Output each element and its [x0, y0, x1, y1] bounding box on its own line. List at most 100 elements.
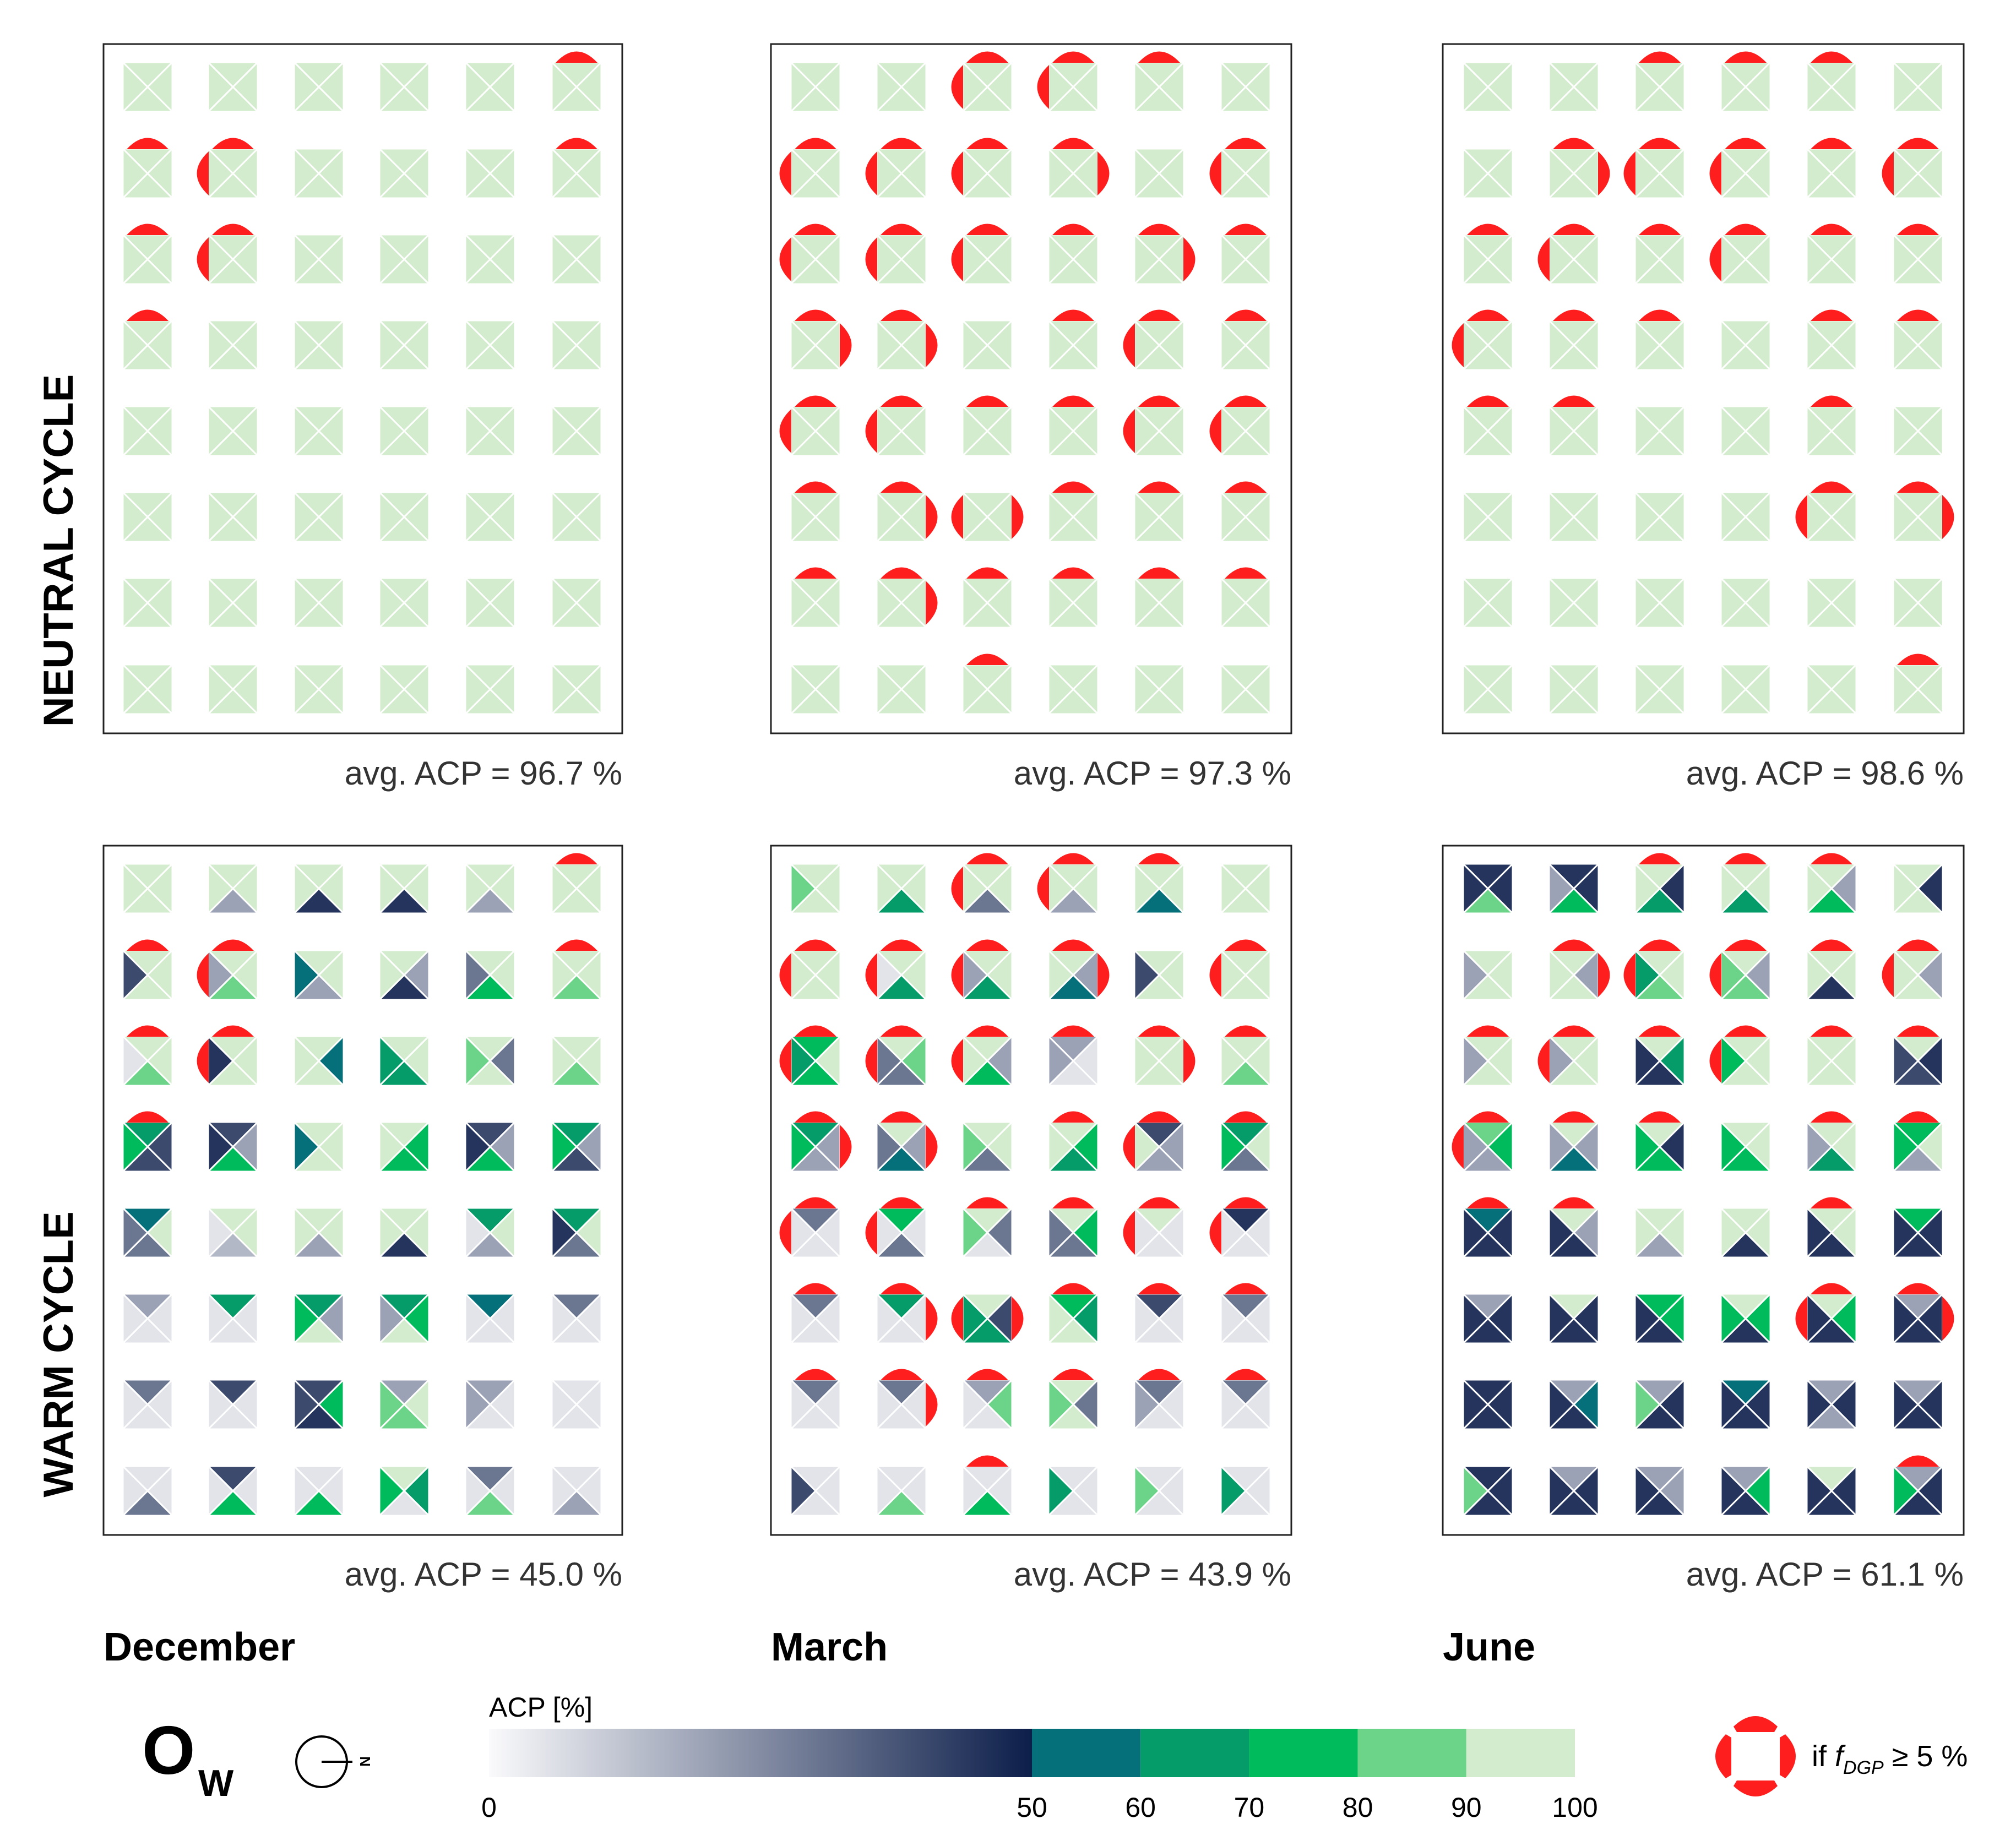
warm-june-cell-r4-c3-tri-left — [1634, 1121, 1661, 1173]
warm-march-cell-r3-c1 — [779, 1025, 841, 1087]
warm-march-cell-r5-c3-tri-left — [961, 1207, 988, 1259]
neutral-march-cell-r6-c2-glare-right — [926, 495, 938, 539]
warm-march-cell-r1-c3-glare-left — [951, 867, 963, 911]
neutral-march-cell-r7-c4-glare-top — [1052, 567, 1094, 579]
warm-june-cell-r6-c5 — [1795, 1283, 1857, 1344]
neutral-june-cell-r4-c5 — [1806, 309, 1857, 371]
neutral-march-cell-r3-c1-glare-top — [795, 224, 836, 235]
warm-june-cell-r8-c6 — [1892, 1455, 1944, 1517]
neutral-june-cell-r5-c2 — [1548, 395, 1600, 457]
neutral-march-cell-r8-c3-glare-top — [966, 654, 1008, 665]
neutral-december-cell-r1-c6-tri-left — [551, 61, 578, 113]
neutral-june-cell-r6-c2 — [1548, 491, 1600, 543]
neutral-june-cell-r3-c5 — [1806, 224, 1857, 285]
warm-december-cell-r6-c5 — [464, 1293, 516, 1344]
warm-june-cell-r5-c3-tri-left — [1634, 1207, 1661, 1259]
neutral-june-cell-r2-c3 — [1623, 138, 1686, 199]
neutral-march-cell-r1-c5-tri-left — [1133, 61, 1160, 113]
neutral-june-cell-r3-c4-glare-left — [1709, 237, 1721, 281]
warm-june-cell-r1-c2 — [1548, 863, 1600, 914]
warm-march-cell-r1-c4 — [1037, 853, 1099, 914]
warm-june-cell-r8-c1-tri-left — [1462, 1465, 1489, 1517]
neutral-june-cell-r5-c5 — [1806, 395, 1857, 457]
warm-december-cell-r8-c2-tri-left — [207, 1465, 234, 1517]
neutral-june-cell-r3-c5-tri-left — [1806, 233, 1833, 285]
orientation-symbol: O — [142, 1713, 195, 1789]
warm-march-cell-r8-c6 — [1220, 1465, 1271, 1517]
warm-december-cell-r1-c2-tri-left — [207, 863, 234, 914]
warm-march-cell-r4-c5-glare-top — [1138, 1111, 1180, 1123]
neutral-june-cell-r2-c2-glare-right — [1598, 151, 1610, 195]
colorbar-band-90-100 — [1466, 1729, 1575, 1777]
colorbar-tick-0: 0 — [481, 1792, 497, 1823]
warm-march-cell-r1-c2-tri-left — [876, 863, 903, 914]
neutral-march-cell-r5-c1 — [779, 395, 841, 457]
warm-december-cell-r7-c6-tri-left — [551, 1379, 578, 1430]
neutral-march-cell-r5-c4-tri-left — [1047, 405, 1074, 457]
warm-december-cell-r4-c5-tri-left — [464, 1121, 491, 1173]
warm-june-cell-r8-c1 — [1462, 1465, 1514, 1517]
neutral-june-cell-r4-c2-tri-left — [1548, 319, 1575, 371]
warm-december-cell-r3-c1-glare-top — [127, 1025, 169, 1037]
neutral-march-cell-r5-c6 — [1209, 395, 1271, 457]
neutral-december-cell-r6-c3-tri-left — [293, 491, 320, 543]
neutral-june-cell-r3-c2 — [1537, 224, 1600, 285]
warm-march-cell-r6-c5 — [1133, 1283, 1185, 1344]
neutral-march-cell-r7-c3-tri-left — [961, 577, 988, 629]
warm-march-cell-r5-c1 — [779, 1197, 841, 1259]
neutral-december-cell-r3-c4 — [378, 233, 430, 285]
neutral-december-cell-r4-c4-tri-left — [378, 319, 405, 371]
row-label-warm: WARM CYCLE — [35, 1211, 82, 1497]
neutral-march-cell-r3-c6-tri-left — [1220, 233, 1247, 285]
neutral-december-cell-r4-c6 — [551, 319, 602, 371]
neutral-march-cell-r6-c1-glare-top — [795, 481, 836, 493]
warm-june-cell-r4-c3-glare-top — [1639, 1111, 1681, 1123]
neutral-december-cell-r2-c1 — [122, 138, 173, 199]
neutral-june-cell-r5-c4 — [1720, 405, 1772, 457]
warm-june-cell-r2-c2-glare-right — [1598, 953, 1610, 997]
neutral-june-cell-r1-c6-tri-left — [1892, 61, 1919, 113]
neutral-march-cell-r1-c3 — [951, 51, 1013, 113]
neutral-march-cell-r2-c4-tri-left — [1047, 148, 1074, 199]
compass-north-label: N — [357, 1756, 373, 1767]
neutral-december-cell-r2-c2 — [197, 138, 259, 199]
neutral-december-cell-r3-c1-tri-left — [122, 233, 149, 285]
neutral-march-cell-r5-c5 — [1123, 395, 1185, 457]
warm-june-cell-r4-c6-tri-left — [1892, 1121, 1919, 1173]
neutral-march-cell-r1-c2 — [876, 61, 927, 113]
neutral-march-cell-r4-c3-tri-left — [961, 319, 988, 371]
colorbar-band-60-70 — [1140, 1729, 1249, 1777]
warm-december-cell-r4-c5 — [464, 1121, 516, 1173]
warm-june-cell-r5-c1 — [1462, 1197, 1514, 1259]
warm-march-frame — [770, 845, 1292, 1536]
warm-march-cell-r5-c2-glare-left — [865, 1211, 877, 1255]
neutral-june-cell-r3-c4 — [1709, 224, 1772, 285]
warm-june-cell-r3-c1 — [1462, 1025, 1514, 1087]
neutral-december-cell-r3-c3 — [293, 233, 345, 285]
warm-june-cell-r1-c1 — [1462, 863, 1514, 914]
neutral-december-cell-r8-c2 — [207, 663, 259, 715]
warm-december-cell-r3-c1 — [122, 1025, 173, 1087]
neutral-march-cell-r1-c2-tri-left — [876, 61, 903, 113]
neutral-december-cell-r7-c5-tri-left — [464, 577, 491, 629]
warm-june-cell-r7-c3 — [1634, 1379, 1686, 1430]
warm-december-cell-r1-c4-tri-left — [378, 863, 405, 914]
warm-june-cell-r5-c3 — [1634, 1207, 1686, 1259]
neutral-march-cell-r2-c3 — [951, 138, 1013, 199]
warm-march-cell-r8-c3 — [961, 1455, 1013, 1517]
warm-june-cell-r4-c6 — [1892, 1111, 1944, 1173]
warm-june-cell-r1-c3-tri-left — [1634, 863, 1661, 914]
warm-march-cell-r1-c3-glare-top — [966, 853, 1008, 864]
neutral-june-cell-r2-c2 — [1548, 138, 1610, 199]
warm-june-cell-r5-c5-glare-top — [1811, 1197, 1852, 1208]
neutral-march-cell-r7-c1 — [790, 567, 841, 629]
warm-december-cell-r6-c1-tri-left — [122, 1293, 149, 1344]
neutral-june-cell-r3-c1 — [1462, 224, 1514, 285]
neutral-june-cell-r4-c1-glare-top — [1467, 309, 1509, 321]
warm-june-cell-r7-c4-tri-left — [1720, 1379, 1747, 1430]
warm-december-cell-r2-c5 — [464, 949, 516, 1001]
warm-june-cell-r5-c6-tri-left — [1892, 1207, 1919, 1259]
glare-legend-symbol: f — [1835, 1740, 1846, 1773]
warm-december-cell-r8-c4-tri-left — [378, 1465, 405, 1517]
neutral-june-cell-r1-c4-glare-top — [1725, 51, 1767, 63]
